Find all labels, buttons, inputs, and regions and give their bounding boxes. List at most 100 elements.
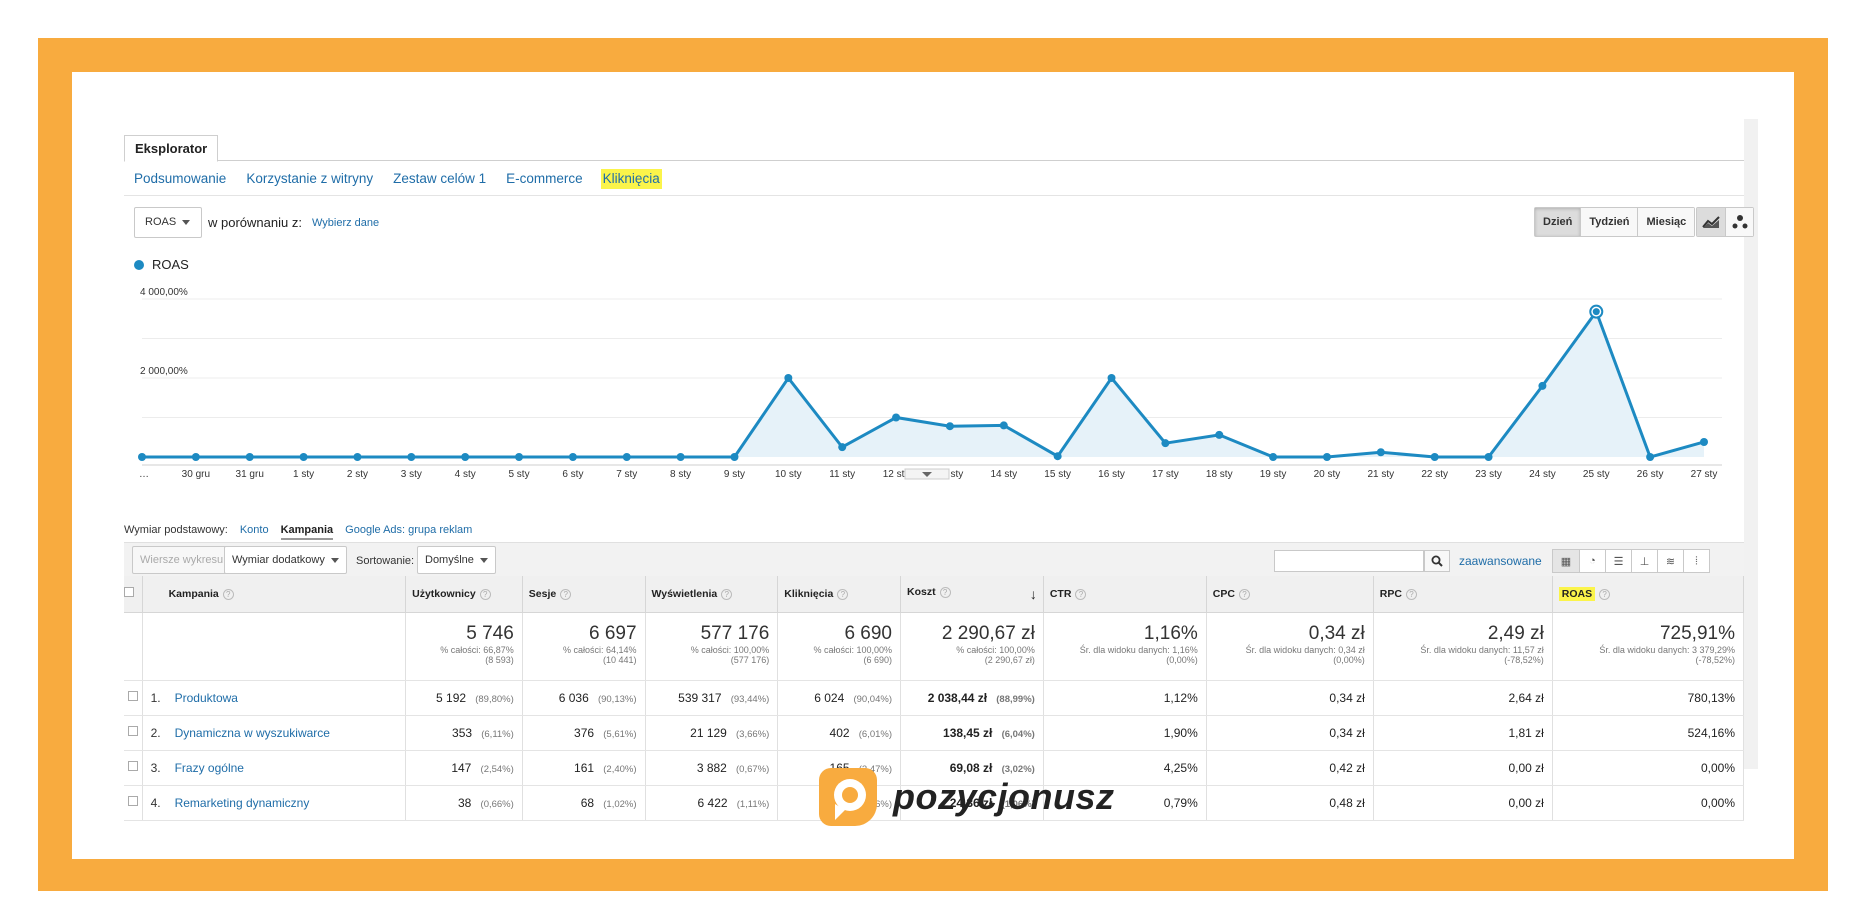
subtab-clicks[interactable]: Kliknięcia [600, 169, 662, 189]
x-tick-label: 30 gru [182, 469, 210, 480]
col-cpc[interactable]: CPC? [1206, 576, 1374, 613]
sessions-value: 6 036 [558, 690, 589, 705]
col-roas[interactable]: ROAS? [1552, 576, 1745, 613]
help-icon[interactable]: ? [1075, 588, 1087, 600]
totals-cell: 2,49 zł Śr. dla widoku danych: 11,57 zł (-… [1373, 612, 1553, 681]
subtab-ecommerce[interactable]: E-commerce [506, 171, 583, 186]
table-search-input[interactable] [1274, 550, 1424, 572]
table-row[interactable]: 3. Frazy ogólne 147 (2,54%) 161 (2,40%) 3 88… [124, 750, 1745, 786]
col-cost[interactable]: Koszt? ↓ [900, 576, 1044, 613]
help-icon[interactable]: ? [222, 588, 234, 600]
row-checkbox[interactable] [127, 691, 138, 701]
impr-value: 539 317 [678, 690, 722, 705]
campaign-link[interactable]: Remarketing dynamiczny [174, 795, 310, 810]
data-table-icon[interactable]: ▦ [1553, 550, 1579, 572]
totals-overall: (2 290,67 zł) [984, 654, 1035, 665]
dimension-ad-group[interactable]: Google Ads: grupa reklam [345, 524, 473, 536]
motion-chart-icon[interactable] [1725, 208, 1753, 236]
advanced-filter-link[interactable]: zaawansowane [1459, 554, 1542, 568]
campaign-link[interactable]: Frazy ogólne [174, 760, 244, 775]
totals-cell: 6 697% całości: 64,14% (10 441) [522, 612, 646, 681]
plot-rows-button[interactable]: Wiersze wykresu [132, 546, 232, 574]
x-tick-label: 21 sty [1367, 469, 1394, 480]
period-day-button[interactable]: Dzień [1535, 208, 1581, 236]
period-month-button[interactable]: Miesiąc [1637, 208, 1695, 236]
performance-icon[interactable]: ☰ [1605, 550, 1631, 572]
col-rpc[interactable]: RPC? [1373, 576, 1553, 613]
table-row[interactable]: 4. Remarketing dynamiczny 38 (0,66%) 68 (1,… [124, 785, 1745, 821]
users-value: 147 [451, 760, 472, 775]
pie-chart-icon[interactable]: ◔ [1579, 550, 1605, 572]
totals-value: 2,49 zł [1487, 622, 1544, 644]
totals-overall: (0,00%) [1166, 654, 1198, 665]
sessions-value: 161 [574, 760, 595, 775]
users-cell: 353 (6,11%) [405, 715, 523, 751]
users-percent: (89,80%) [475, 693, 514, 705]
data-point [676, 453, 685, 461]
impr-value: 6 422 [697, 795, 728, 810]
term-cloud-icon[interactable]: ≋ [1657, 550, 1683, 572]
help-icon[interactable]: ? [1238, 588, 1250, 600]
help-icon[interactable]: ? [939, 586, 951, 598]
impr-percent: (1,11%) [736, 798, 770, 810]
comparison-icon[interactable]: ⊥ [1631, 550, 1657, 572]
col-ctr[interactable]: CTR? [1043, 576, 1207, 613]
table-row[interactable]: 2. Dynamiczna w wyszukiwarce 353 (6,11%) 37… [124, 715, 1745, 751]
ctr-cell: 4,25% [1043, 750, 1207, 786]
table-row[interactable]: 1. Produktowa 5 192 (89,80%) 6 036 (90,13%)… [124, 680, 1745, 716]
totals-overall: (10 441) [602, 654, 637, 665]
metric-selector-label: ROAS [145, 216, 177, 228]
campaign-link[interactable]: Dynamiczna w wyszukiwarce [174, 725, 330, 740]
col-clicks[interactable]: Kliknięcia? [777, 576, 901, 613]
select-all-checkbox[interactable] [124, 587, 134, 598]
clicks-cell: 6 024 (90,04%) [777, 680, 901, 716]
dimension-campaign[interactable]: Kampania [280, 524, 334, 540]
row-select-cell [124, 785, 143, 821]
select-metric-link[interactable]: Wybierz dane [312, 217, 380, 229]
help-icon[interactable]: ? [721, 588, 733, 600]
tab-explorer[interactable]: Eksplorator [124, 135, 219, 162]
subtab-bar: Podsumowanie Korzystanie z witryny Zesta… [132, 169, 662, 189]
row-checkbox[interactable] [127, 796, 138, 806]
users-percent: (6,11%) [481, 728, 514, 740]
orange-frame: Eksplorator Podsumowanie Korzystanie z w… [38, 38, 1828, 891]
campaign-link[interactable]: Produktowa [174, 690, 238, 705]
x-tick-label: 10 sty [775, 469, 802, 480]
sort-dropdown[interactable]: Domyślne [417, 546, 496, 574]
brand-logo: pozycjonusz [817, 766, 1115, 828]
x-tick-label: 18 sty [1206, 469, 1233, 480]
col-sessions[interactable]: Sesje? [522, 576, 646, 613]
x-tick-label: 26 sty [1637, 469, 1664, 480]
col-users[interactable]: Użytkownicy? [405, 576, 523, 613]
col-impressions[interactable]: Wyświetlenia? [645, 576, 779, 613]
subtab-goal-set[interactable]: Zestaw celów 1 [393, 171, 487, 186]
period-week-button[interactable]: Tydzień [1580, 208, 1638, 236]
row-index: 2. [150, 725, 161, 740]
panel-edge [1744, 119, 1758, 769]
help-icon[interactable]: ? [1599, 588, 1611, 600]
line-chart-icon[interactable] [1697, 208, 1725, 236]
help-icon[interactable]: ? [479, 588, 491, 600]
users-cell: 147 (2,54%) [405, 750, 523, 786]
row-checkbox[interactable] [127, 761, 138, 771]
totals-share: % całości: 100,00% [956, 644, 1035, 655]
totals-overall: (6 690) [863, 654, 892, 665]
series-area [142, 311, 1704, 457]
metric-selector[interactable]: ROAS [134, 207, 202, 238]
subtab-site-usage[interactable]: Korzystanie z witryny [246, 171, 374, 186]
data-point [407, 453, 416, 461]
secondary-dimension-dropdown[interactable]: Wymiar dodatkowy [224, 546, 347, 574]
pivot-icon[interactable]: ⦙ [1683, 550, 1709, 572]
help-icon[interactable]: ? [837, 588, 849, 600]
help-icon[interactable]: ? [1405, 588, 1417, 600]
brand-name: pozycjonusz [893, 776, 1115, 817]
subtab-summary[interactable]: Podsumowanie [134, 171, 227, 186]
row-checkbox[interactable] [127, 726, 138, 736]
dimension-account[interactable]: Konto [239, 524, 269, 536]
x-tick-label: … [139, 469, 149, 480]
search-icon[interactable] [1424, 550, 1450, 572]
help-icon[interactable]: ? [560, 588, 572, 600]
totals-share: % całości: 64,14% [562, 644, 637, 655]
row-select-cell [124, 715, 143, 751]
col-campaign[interactable]: Kampania? [142, 576, 407, 613]
